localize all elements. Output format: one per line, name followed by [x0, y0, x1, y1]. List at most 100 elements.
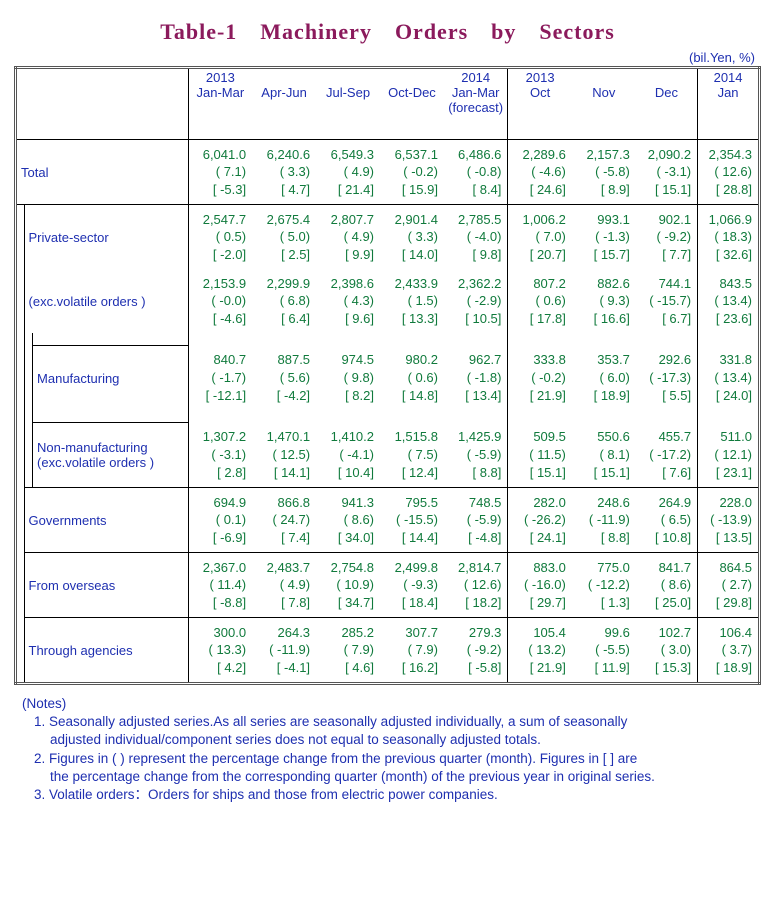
data-cell: 455.7( -17.2)[ 7.6]: [636, 423, 698, 488]
row-label: From overseas: [24, 553, 188, 618]
indent-cell: [16, 205, 25, 270]
indent-cell: [16, 423, 25, 488]
data-cell: 2,675.4( 5.0)[ 2.5]: [252, 205, 316, 270]
data-cell: 279.3( -9.2)[ -5.8]: [444, 618, 508, 684]
data-cell: 2,354.3( 12.6)[ 28.8]: [698, 140, 760, 205]
data-cell: 2,289.6( -4.6)[ 24.6]: [508, 140, 572, 205]
row-label: Total: [16, 140, 189, 205]
data-cell: 2,483.7( 4.9)[ 7.8]: [252, 553, 316, 618]
data-cell: 353.7( 6.0)[ 18.9]: [572, 346, 636, 411]
data-cell: 941.3( 8.6)[ 34.0]: [316, 488, 380, 553]
indent-cell: [16, 346, 25, 411]
data-cell: 962.7( -1.8)[ 13.4]: [444, 346, 508, 411]
data-cell: 694.9( 0.1)[ -6.9]: [188, 488, 252, 553]
data-cell: 840.7( -1.7)[ -12.1]: [188, 346, 252, 411]
data-cell: 883.0( -16.0)[ 29.7]: [508, 553, 572, 618]
data-cell: 264.9( 6.5)[ 10.8]: [636, 488, 698, 553]
data-cell: 307.7( 7.9)[ 16.2]: [380, 618, 444, 684]
data-cell: 748.5( -5.9)[ -4.8]: [444, 488, 508, 553]
data-cell: 509.5( 11.5)[ 15.1]: [508, 423, 572, 488]
data-cell: 331.8( 13.4)[ 24.0]: [698, 346, 760, 411]
data-cell: 282.0( -26.2)[ 24.1]: [508, 488, 572, 553]
data-cell: 333.8( -0.2)[ 21.9]: [508, 346, 572, 411]
data-cell: 795.5( -15.5)[ 14.4]: [380, 488, 444, 553]
data-cell: 300.0( 13.3)[ 4.2]: [188, 618, 252, 684]
row-label: Non-manufacturing(exc.volatile orders ): [33, 423, 189, 488]
data-cell: 106.4( 3.7)[ 18.9]: [698, 618, 760, 684]
table-title: Table-1 Machinery Orders by Sectors: [14, 14, 761, 46]
data-cell: 807.2( 0.6)[ 17.8]: [508, 269, 572, 333]
note-line: adjusted individual/component series doe…: [50, 731, 761, 749]
data-cell: 6,537.1( -0.2)[ 15.9]: [380, 140, 444, 205]
notes-heading: (Notes): [22, 695, 761, 713]
header-blank: [16, 68, 189, 140]
data-cell: 843.5( 13.4)[ 23.6]: [698, 269, 760, 333]
column-header: Apr-Jun: [252, 68, 316, 140]
indent-cell: [24, 346, 33, 411]
data-cell: 974.5( 9.8)[ 8.2]: [316, 346, 380, 411]
data-cell: 744.1( -15.7)[ 6.7]: [636, 269, 698, 333]
data-cell: 105.4( 13.2)[ 21.9]: [508, 618, 572, 684]
data-cell: 841.7( 8.6)[ 25.0]: [636, 553, 698, 618]
column-header: 2014Jan-Mar(forecast): [444, 68, 508, 140]
data-cell: 1,307.2( -3.1)[ 2.8]: [188, 423, 252, 488]
data-cell: 2,814.7( 12.6)[ 18.2]: [444, 553, 508, 618]
data-cell: 1,066.9( 18.3)[ 32.6]: [698, 205, 760, 270]
data-cell: 1,006.2( 7.0)[ 20.7]: [508, 205, 572, 270]
data-cell: 2,157.3( -5.8)[ 8.9]: [572, 140, 636, 205]
data-cell: 2,090.2( -3.1)[ 15.1]: [636, 140, 698, 205]
data-cell: 99.6( -5.5)[ 11.9]: [572, 618, 636, 684]
data-cell: 775.0( -12.2)[ 1.3]: [572, 553, 636, 618]
column-header: 2013Jan-Mar: [188, 68, 252, 140]
data-cell: 882.6( 9.3)[ 16.6]: [572, 269, 636, 333]
data-cell: 228.0( -13.9)[ 13.5]: [698, 488, 760, 553]
row-label: Private-sector: [24, 205, 188, 270]
data-cell: 2,299.9( 6.8)[ 6.4]: [252, 269, 316, 333]
data-cell: 285.2( 7.9)[ 4.6]: [316, 618, 380, 684]
data-cell: 2,807.7( 4.9)[ 9.9]: [316, 205, 380, 270]
indent-cell: [16, 553, 25, 618]
data-cell: 887.5( 5.6)[ -4.2]: [252, 346, 316, 411]
column-header: Nov: [572, 68, 636, 140]
data-cell: 6,041.0( 7.1)[ -5.3]: [188, 140, 252, 205]
data-cell: 2,367.0( 11.4)[ -8.8]: [188, 553, 252, 618]
row-label: (exc.volatile orders ): [24, 269, 188, 333]
indent-cell: [24, 423, 33, 488]
data-cell: 980.2( 0.6)[ 14.8]: [380, 346, 444, 411]
indent-cell: [16, 618, 25, 684]
column-header: 2014Jan: [698, 68, 760, 140]
column-header: Dec: [636, 68, 698, 140]
data-cell: 2,362.2( -2.9)[ 10.5]: [444, 269, 508, 333]
data-cell: 102.7( 3.0)[ 15.3]: [636, 618, 698, 684]
data-cell: 2,547.7( 0.5)[ -2.0]: [188, 205, 252, 270]
data-cell: 2,785.5( -4.0)[ 9.8]: [444, 205, 508, 270]
data-cell: 866.8( 24.7)[ 7.4]: [252, 488, 316, 553]
data-cell: 248.6( -11.9)[ 8.8]: [572, 488, 636, 553]
data-cell: 292.6( -17.3)[ 5.5]: [636, 346, 698, 411]
data-cell: 993.1( -1.3)[ 15.7]: [572, 205, 636, 270]
indent-cell: [16, 269, 25, 333]
note-line: 1. Seasonally adjusted series.As all ser…: [34, 713, 761, 731]
unit-label: (bil.Yen, %): [14, 50, 761, 65]
indent-cell: [16, 488, 25, 553]
column-header: 2013Oct: [508, 68, 572, 140]
data-cell: 6,240.6( 3.3)[ 4.7]: [252, 140, 316, 205]
note-line: the percentage change from the correspon…: [50, 768, 761, 786]
data-cell: 550.6( 8.1)[ 15.1]: [572, 423, 636, 488]
row-label: Governments: [24, 488, 188, 553]
note-line: 3. Volatile orders：Orders for ships and …: [34, 786, 761, 804]
data-cell: 2,433.9( 1.5)[ 13.3]: [380, 269, 444, 333]
data-cell: 511.0( 12.1)[ 23.1]: [698, 423, 760, 488]
data-cell: 6,486.6( -0.8)[ 8.4]: [444, 140, 508, 205]
data-cell: 264.3( -11.9)[ -4.1]: [252, 618, 316, 684]
data-cell: 864.5( 2.7)[ 29.8]: [698, 553, 760, 618]
note-line: 2. Figures in ( ) represent the percenta…: [34, 750, 761, 768]
row-label: Manufacturing: [33, 346, 189, 411]
data-cell: 1,515.8( 7.5)[ 12.4]: [380, 423, 444, 488]
row-label: Through agencies: [24, 618, 188, 684]
data-cell: 1,425.9( -5.9)[ 8.8]: [444, 423, 508, 488]
data-cell: 6,549.3( 4.9)[ 21.4]: [316, 140, 380, 205]
data-cell: 1,470.1( 12.5)[ 14.1]: [252, 423, 316, 488]
data-cell: 2,398.6( 4.3)[ 9.6]: [316, 269, 380, 333]
data-cell: 2,754.8( 10.9)[ 34.7]: [316, 553, 380, 618]
